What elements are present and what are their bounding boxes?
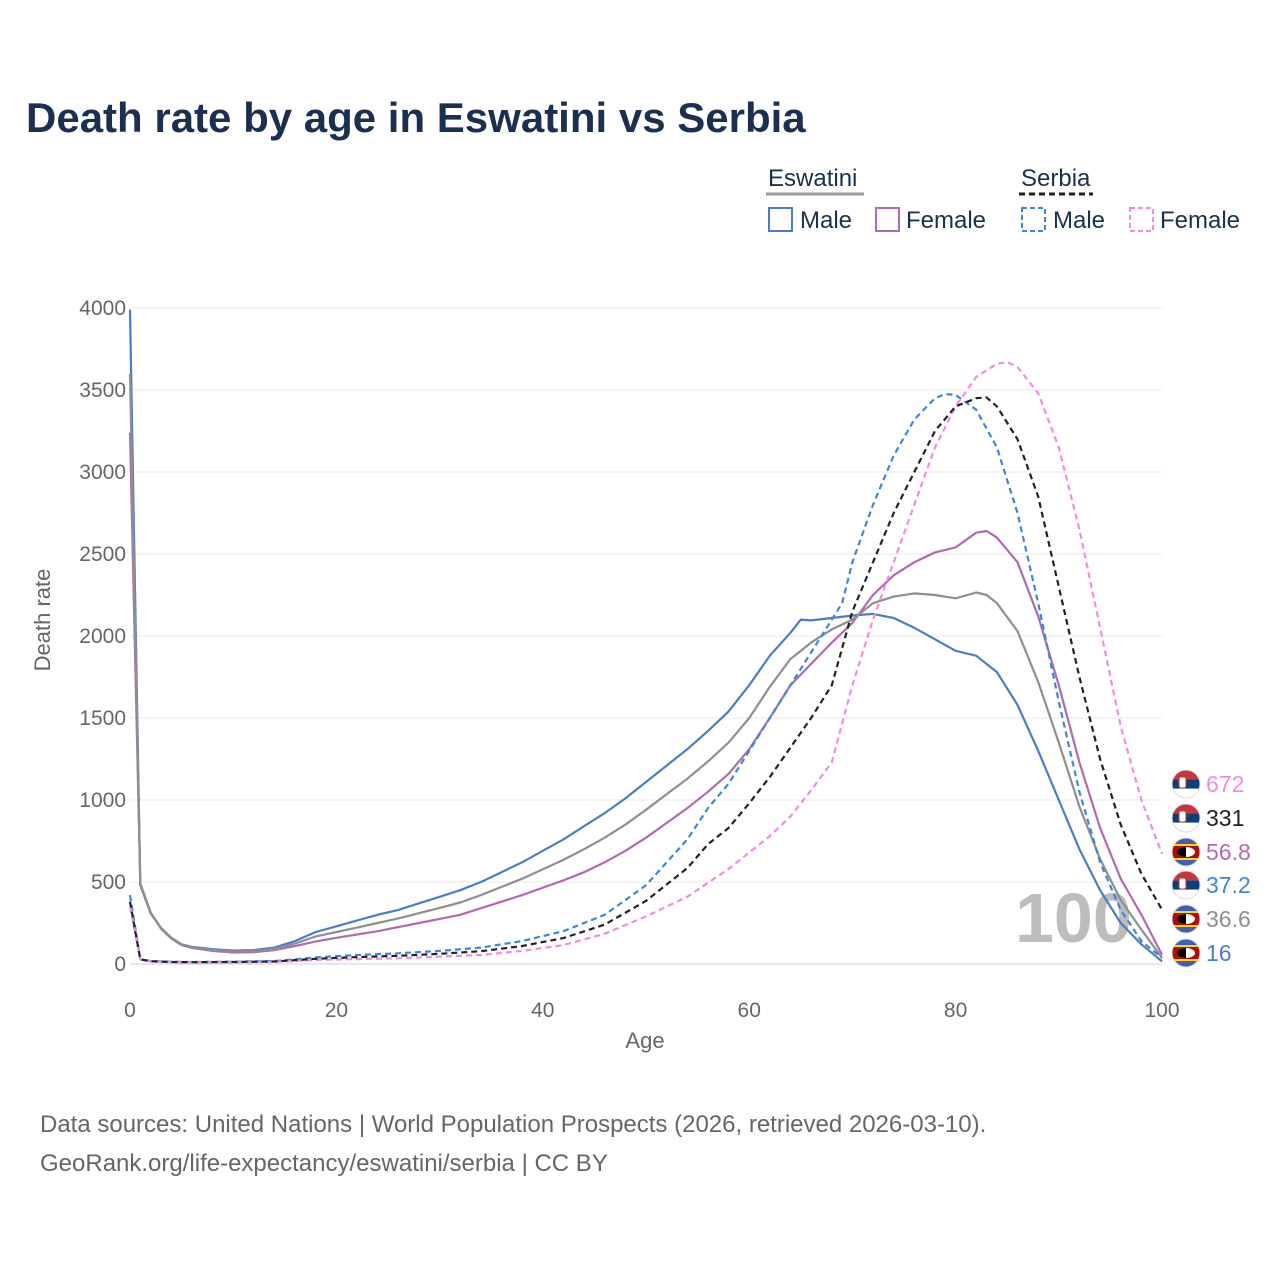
serbia-flag-icon: [1171, 803, 1201, 833]
legend-swatch-eswatini-male: [768, 207, 793, 232]
x-tick-label: 60: [738, 999, 761, 1022]
x-tick-label: 100: [1144, 999, 1179, 1022]
x-tick-label: 0: [124, 999, 136, 1022]
x-tick-label: 80: [944, 999, 967, 1022]
legend: Eswatini Male Female Serbia Male Female: [766, 165, 1240, 234]
y-axis-label: Death rate: [30, 569, 55, 672]
y-tick-label: 0: [114, 953, 126, 976]
legend-swatch-serbia-female: [1129, 207, 1154, 232]
y-axis-ticks: 0 500 1000 1500 2000 2500 3000 3500 4000: [79, 297, 126, 976]
end-label-value: 672: [1206, 771, 1244, 797]
legend-swatch-serbia-male: [1021, 207, 1046, 232]
end-label-value: 36.6: [1206, 906, 1251, 932]
eswatini-flag-icon: [1171, 837, 1201, 867]
series-line-serbia-female: [128, 361, 1164, 964]
y-tick-label: 1000: [79, 789, 126, 812]
year-watermark: 100: [1015, 879, 1132, 957]
y-tick-label: 3000: [79, 461, 126, 484]
end-label-value: 56.8: [1206, 839, 1251, 865]
source-line-1: Data sources: United Nations | World Pop…: [40, 1111, 986, 1138]
y-tick-label: 2000: [79, 625, 126, 648]
series-line-eswatini-female: [128, 432, 1163, 956]
legend-label-eswatini-male: Male: [800, 207, 852, 234]
end-label-value: 16: [1206, 940, 1232, 966]
legend-swatch-eswatini-female: [875, 207, 900, 232]
legend-label-eswatini-female: Female: [906, 207, 986, 234]
series-line-serbia-total: [128, 396, 1163, 964]
y-tick-label: 4000: [79, 297, 126, 320]
series-lines: [128, 309, 1164, 964]
serbia-flag-icon: [1171, 769, 1201, 799]
series-line-serbia-male: [128, 393, 1163, 964]
eswatini-flag-icon: [1171, 938, 1201, 968]
chart-title: Death rate by age in Eswatini vs Serbia: [26, 94, 806, 141]
legend-group-serbia: Serbia: [1021, 165, 1091, 192]
x-axis-label: Age: [625, 1028, 664, 1053]
end-labels: 672 331 56.8 37.2 36.6 16: [1171, 769, 1251, 968]
eswatini-flag-icon: [1171, 904, 1201, 934]
gridlines: [130, 307, 1162, 965]
x-tick-label: 40: [531, 999, 554, 1022]
y-tick-label: 2500: [79, 543, 126, 566]
x-axis-ticks: 0 20 40 60 80 100: [124, 999, 1179, 1022]
legend-group-eswatini: Eswatini: [768, 165, 857, 192]
legend-label-serbia-female: Female: [1160, 207, 1240, 234]
x-tick-label: 20: [325, 999, 348, 1022]
source-line-2: GeoRank.org/life-expectancy/eswatini/ser…: [40, 1150, 608, 1177]
end-label-value: 331: [1206, 805, 1244, 831]
series-line-eswatini-total: [128, 373, 1163, 959]
end-label-value: 37.2: [1206, 872, 1251, 898]
serbia-flag-icon: [1171, 870, 1201, 900]
y-tick-label: 3500: [79, 379, 126, 402]
y-tick-label: 1500: [79, 707, 126, 730]
legend-label-serbia-male: Male: [1053, 207, 1105, 234]
y-tick-label: 500: [91, 871, 126, 894]
